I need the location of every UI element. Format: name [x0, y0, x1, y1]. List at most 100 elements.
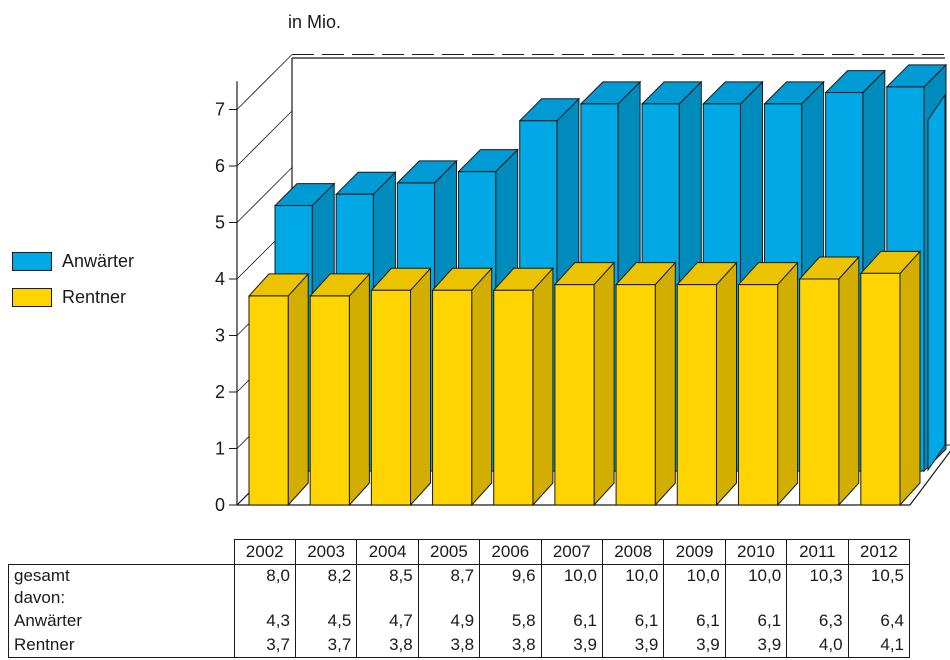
- anwaerter-value: 4,5: [294, 609, 358, 633]
- gesamt-value: 8,5: [356, 564, 419, 609]
- year-label: 2002: [233, 539, 296, 565]
- rentner-value: 3,9: [724, 633, 788, 658]
- rentner-bar-side: [716, 261, 737, 507]
- rentner-value: 3,8: [356, 633, 419, 658]
- y-tick-label: 2: [215, 382, 225, 402]
- y-tick-label: 6: [215, 156, 225, 176]
- year-label: 2005: [417, 539, 481, 565]
- anwaerter-value: 6,4: [847, 609, 911, 633]
- legend-swatch-anwaerter: [12, 251, 52, 271]
- year-label: 2009: [663, 539, 726, 565]
- floor-right-edge: [909, 450, 950, 506]
- y-tick-label: 5: [215, 213, 225, 233]
- rentner-bar: [860, 272, 901, 506]
- row-label-gesamt: gesamt davon:: [8, 564, 235, 609]
- rentner-value: 3,9: [540, 633, 603, 658]
- year-label: 2012: [847, 539, 911, 565]
- gesamt-value: 10,3: [786, 564, 849, 609]
- gesamt-value: 8,0: [233, 564, 296, 609]
- unit-label: in Mio.: [288, 12, 342, 32]
- year-label: 2010: [724, 539, 788, 565]
- row-label-anwaerter: Anwärter: [8, 609, 235, 633]
- y-tick-label: 1: [215, 439, 225, 459]
- gesamt-value: 8,2: [294, 564, 358, 609]
- gesamt-label: gesamt: [14, 566, 70, 585]
- rentner-bar: [248, 295, 289, 506]
- anwaerter-value: 4,7: [356, 609, 419, 633]
- rentner-value: 3,9: [663, 633, 726, 658]
- anwaerter-value: 6,1: [601, 609, 665, 633]
- rentner-bar-side: [654, 261, 676, 507]
- rentner-bar-side: [287, 272, 309, 507]
- y-guide-line: [236, 167, 293, 223]
- rentner-bar-side: [777, 261, 799, 507]
- gesamt-value: 10,0: [663, 564, 726, 609]
- y-guide-line: [236, 54, 293, 110]
- gesamt-value: 10,0: [724, 564, 788, 609]
- rentner-bar: [799, 278, 840, 506]
- rentner-value: 4,1: [847, 633, 911, 658]
- rentner-bar: [370, 289, 412, 506]
- legend-label-rentner: Rentner: [62, 286, 127, 307]
- rentner-bar: [309, 295, 350, 506]
- legend-item-rentner: Rentner: [12, 279, 134, 315]
- y-tick-label: 4: [215, 269, 225, 289]
- rentner-value: 3,8: [479, 633, 542, 658]
- rentner-bar-side: [348, 272, 370, 507]
- anwaerter-value: 4,3: [233, 609, 296, 633]
- anwaerter-value: 4,9: [417, 609, 481, 633]
- y-tick-label: 0: [215, 495, 225, 515]
- gesamt-value: 10,5: [847, 564, 911, 609]
- rentner-bars: [247, 250, 922, 507]
- year-label: 2007: [540, 539, 603, 565]
- rentner-bar: [493, 289, 534, 506]
- year-label: 2004: [356, 539, 419, 565]
- year-header-row: 2002 2003 2004 2005 2006 2007 2008 2009 …: [9, 539, 911, 565]
- rentner-bar-side: [410, 267, 431, 507]
- davon-label: davon:: [14, 588, 66, 607]
- anwaerter-value: 6,1: [540, 609, 603, 633]
- rentner-bar-side: [899, 250, 921, 507]
- gesamt-value: 10,0: [601, 564, 665, 609]
- rentner-value: 3,8: [417, 633, 481, 658]
- rentner-bar-side: [471, 267, 493, 507]
- anwaerter-bar-edge: [927, 93, 946, 472]
- anwaerter-value: 5,8: [479, 609, 542, 633]
- gesamt-value: 10,0: [540, 564, 603, 609]
- year-label: 2003: [294, 539, 358, 565]
- header-spacer: [9, 540, 235, 565]
- rentner-bar-side: [838, 255, 860, 507]
- row-label-rentner: Rentner: [8, 633, 235, 658]
- gesamt-value: 9,6: [479, 564, 542, 609]
- legend-swatch-rentner: [12, 287, 52, 307]
- y-tick-label: 3: [215, 326, 225, 346]
- rentner-bar: [676, 284, 717, 506]
- year-label: 2008: [601, 539, 665, 565]
- gesamt-row: gesamt davon: 8,0 8,2 8,5 8,7 9,6 10,0 1…: [8, 564, 911, 609]
- data-table: 2002 2003 2004 2005 2006 2007 2008 2009 …: [8, 539, 911, 658]
- y-tick-label: 7: [215, 100, 225, 120]
- rentner-value: 3,9: [601, 633, 665, 658]
- rentner-value: 4,0: [786, 633, 849, 658]
- anwaerter-value: 6,1: [663, 609, 726, 633]
- rentner-value: 3,7: [294, 633, 358, 658]
- anwaerter-value: 6,3: [786, 609, 849, 633]
- rentner-bar: [615, 284, 656, 506]
- anwaerter-value: 6,1: [724, 609, 788, 633]
- rentner-value: 3,7: [233, 633, 296, 658]
- y-guide-line: [236, 110, 293, 167]
- rentner-bar-side: [593, 261, 615, 507]
- rentner-bar: [432, 289, 473, 506]
- gesamt-value: 8,7: [417, 564, 481, 609]
- rentner-row: Rentner 3,7 3,7 3,8 3,8 3,8 3,9 3,9 3,9 …: [8, 633, 911, 658]
- legend-label-anwaerter: Anwärter: [62, 250, 135, 271]
- anwaerter-row: Anwärter 4,3 4,5 4,7 4,9 5,8 6,1 6,1 6,1…: [8, 609, 911, 633]
- rentner-bar: [554, 284, 595, 506]
- legend-item-anwaerter: Anwärter: [12, 243, 134, 279]
- year-label: 2006: [479, 539, 542, 565]
- rentner-bar-side: [532, 267, 554, 507]
- year-label: 2011: [786, 539, 849, 565]
- legend: Anwärter Rentner: [12, 243, 134, 315]
- rentner-bar: [737, 284, 779, 506]
